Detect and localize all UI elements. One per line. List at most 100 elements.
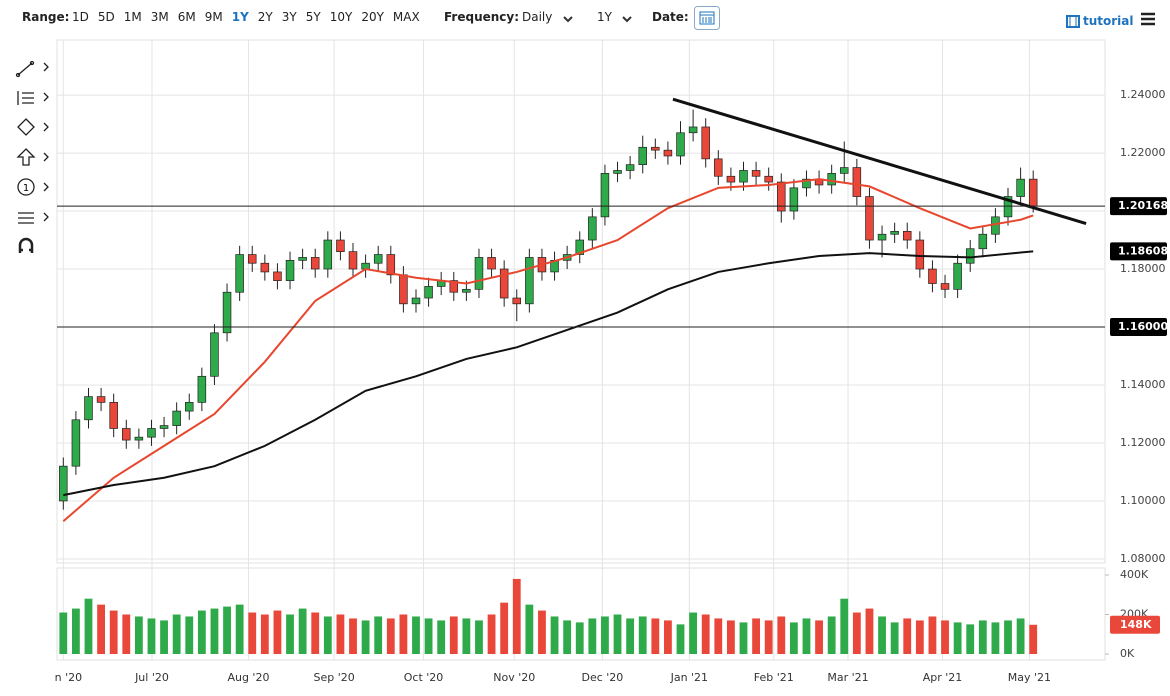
volume-bar [714, 618, 723, 654]
volume-bar [311, 612, 320, 654]
range-button[interactable]: MAX [392, 10, 420, 24]
trendline [672, 97, 1087, 225]
volume-bar [185, 616, 194, 654]
tutorial-link[interactable]: tutorial [1083, 14, 1134, 28]
volume-bar [626, 618, 635, 654]
candle-body [940, 283, 950, 290]
candle-body [714, 158, 723, 177]
candle-body [701, 126, 710, 160]
candle-body [865, 196, 874, 241]
range-button[interactable]: 9M [204, 10, 223, 24]
range-button[interactable]: 10Y [329, 10, 353, 24]
candle-body [525, 257, 534, 305]
volume-bar [978, 620, 987, 654]
volume-bar [915, 620, 924, 654]
volume-bar [386, 618, 395, 654]
candle-body [172, 410, 181, 426]
volume-bar [449, 616, 458, 654]
range-button[interactable]: 6M [177, 10, 196, 24]
dropdown-arrow [563, 16, 573, 23]
date-label: Date: [652, 10, 689, 24]
volume-bar [273, 610, 282, 654]
volume-bar [336, 614, 345, 654]
volume-bar [122, 614, 131, 654]
range-button[interactable]: 1Y [231, 10, 249, 24]
x-tick-label: Dec '20 [582, 671, 624, 684]
drawing-tools: 1 [15, 60, 49, 253]
candle-body [487, 257, 496, 270]
candle-body [890, 230, 899, 235]
volume-bar [878, 616, 886, 654]
candle-body [739, 170, 748, 183]
candle-body [827, 173, 836, 186]
y-tick-label: 1.12000 [1120, 436, 1166, 449]
candle-body [978, 233, 988, 250]
period-select[interactable]: 1Y [597, 10, 612, 24]
range-button[interactable]: 1D [72, 10, 89, 24]
volume-bar [764, 620, 773, 654]
volume-bar [575, 622, 584, 654]
volume-bar [147, 618, 156, 654]
range-button[interactable]: 20Y [361, 10, 384, 24]
volume-bar [223, 606, 231, 654]
x-tick-label: May '21 [1008, 671, 1051, 684]
volume-bar [726, 620, 735, 654]
range-button[interactable]: 5Y [305, 10, 321, 24]
candle-body [109, 402, 118, 429]
range-button[interactable]: 1M [123, 10, 142, 24]
frequency-select[interactable]: Daily [522, 10, 553, 24]
x-tick-label: Apr '21 [923, 671, 963, 684]
candle-body [273, 271, 282, 281]
volume-bar [664, 620, 672, 654]
candle-body [411, 297, 421, 305]
svg-text:1: 1 [23, 183, 29, 194]
volume-bar [248, 612, 257, 654]
volume-bar [437, 620, 446, 654]
y2-tick-label: 0K [1120, 647, 1135, 660]
volume-bar [475, 620, 483, 654]
candle-body [323, 239, 333, 270]
volume-bar [802, 618, 811, 654]
candle-body [512, 297, 522, 305]
volume-bar [84, 598, 93, 654]
menu-button[interactable] [1140, 12, 1156, 26]
calendar-button[interactable] [694, 6, 720, 30]
candle-body [663, 149, 673, 157]
candle-body [852, 167, 862, 197]
volume-bar [59, 612, 68, 654]
y-tick-label: 1.18000 [1120, 262, 1166, 275]
candle-body [386, 254, 396, 276]
volume-bar [424, 618, 433, 654]
volume-bar [399, 614, 408, 654]
candle-body [373, 254, 383, 264]
candle-body [336, 239, 345, 252]
candle-body [462, 288, 471, 293]
range-button[interactable]: 3M [150, 10, 169, 24]
range-button[interactable]: 5D [97, 10, 115, 24]
dropdown-arrow [622, 16, 632, 23]
candle-body [147, 428, 156, 438]
y-tick-label: 1.22000 [1120, 146, 1166, 159]
volume-bar [928, 616, 937, 654]
candle-body [310, 257, 320, 270]
moving-average-line [62, 178, 1034, 523]
candle-body [210, 332, 219, 377]
range-button[interactable]: 2Y [257, 10, 273, 24]
candle-body [789, 187, 799, 212]
candle-body [159, 425, 169, 429]
volume-bar [487, 614, 496, 654]
volume-bar [1016, 618, 1025, 654]
volume-bar [701, 614, 710, 654]
volume-bar [374, 616, 383, 654]
candle-body [1028, 178, 1038, 207]
volume-bar [298, 608, 307, 654]
candle-body [802, 178, 811, 189]
x-tick-label: Sep '20 [313, 671, 354, 684]
price-tag [1110, 318, 1167, 337]
candle-body [902, 230, 912, 241]
range-button[interactable]: 3Y [281, 10, 297, 24]
candle-body [122, 428, 131, 441]
candle-body [235, 254, 244, 293]
candle-body [96, 396, 106, 403]
